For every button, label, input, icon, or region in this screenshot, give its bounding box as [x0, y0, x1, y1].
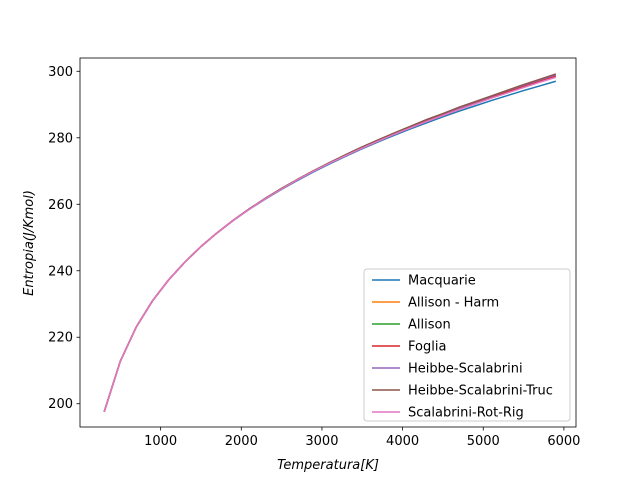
x-axis-label: Temperatura[K] [277, 458, 379, 473]
axes-frame [79, 57, 577, 428]
legend: Macquarie Allison - Harm Allison Foglia Heib… [363, 268, 571, 422]
legend-label: Scalabrini-Rot-Rig [408, 406, 524, 421]
legend-label: Allison - Harm [408, 296, 499, 311]
y-tick-label: 260 [48, 198, 73, 213]
x-tick-label: 6000 [547, 434, 580, 449]
series-line-7 [103, 76, 557, 412]
y-tick-label: 220 [48, 331, 73, 346]
y-tick-label: 300 [48, 65, 73, 80]
y-tick-label: 200 [48, 397, 73, 412]
legend-label: Allison [408, 318, 451, 333]
x-tick-label: 5000 [467, 434, 500, 449]
x-tick-label: 2000 [225, 434, 258, 449]
y-tick-label: 240 [48, 264, 73, 279]
x-tick-label: 1000 [144, 434, 177, 449]
legend-label: Heibbe-Scalabrini-Truc [408, 384, 553, 399]
y-tick-label: 280 [48, 131, 73, 146]
legend-box [363, 268, 571, 422]
legend-label: Macquarie [408, 274, 476, 289]
x-tick-label: 3000 [305, 434, 338, 449]
x-tick-label: 4000 [386, 434, 419, 449]
legend-label: Heibbe-Scalabrini [408, 362, 523, 377]
legend-label: Foglia [408, 340, 446, 355]
plot-area [79, 57, 577, 428]
y-axis-label: Entropia(J/Kmol) [22, 190, 37, 296]
axis-ticks: 1000 2000 3000 4000 5000 6000 200 220 240 260 280 3… [48, 65, 580, 449]
